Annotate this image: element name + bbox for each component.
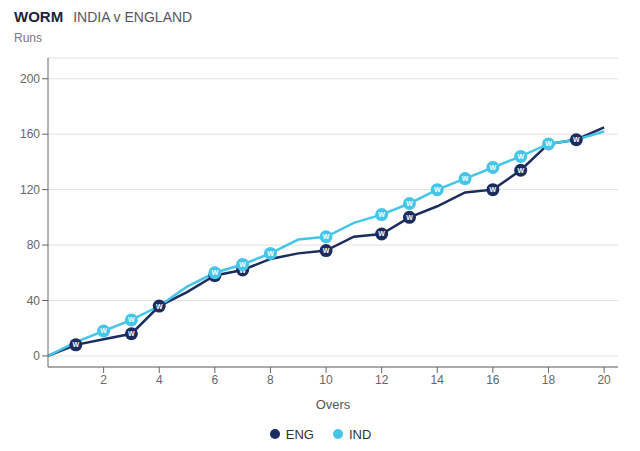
svg-text:20: 20 — [597, 373, 611, 387]
svg-text:16: 16 — [486, 373, 500, 387]
svg-text:W: W — [267, 250, 274, 257]
svg-text:W: W — [462, 175, 469, 182]
svg-text:2: 2 — [100, 373, 107, 387]
svg-text:W: W — [212, 269, 219, 276]
svg-text:80: 80 — [27, 238, 41, 252]
svg-text:6: 6 — [211, 373, 218, 387]
svg-text:12: 12 — [375, 373, 389, 387]
svg-text:W: W — [517, 167, 524, 174]
svg-text:W: W — [490, 164, 497, 171]
svg-text:W: W — [378, 211, 385, 218]
svg-text:W: W — [490, 186, 497, 193]
svg-text:200: 200 — [20, 72, 40, 86]
svg-text:W: W — [156, 303, 163, 310]
svg-text:W: W — [406, 214, 413, 221]
html-text:ENG: ENG — [285, 426, 314, 442]
svg-text:W: W — [239, 261, 246, 268]
html-text:INDIA v ENGLAND: INDIA v ENGLAND — [73, 9, 193, 25]
html-text:Runs: Runs — [14, 31, 42, 45]
svg-text:W: W — [323, 233, 330, 240]
svg-text:W: W — [128, 330, 135, 337]
svg-text:4: 4 — [156, 373, 163, 387]
svg-text:W: W — [100, 327, 107, 334]
svg-text:W: W — [128, 316, 135, 323]
svg-text:18: 18 — [542, 373, 556, 387]
svg-text:W: W — [323, 247, 330, 254]
svg-text:W: W — [573, 136, 580, 143]
svg-text:W: W — [73, 341, 80, 348]
svg-text:W: W — [517, 153, 524, 160]
svg-text:120: 120 — [20, 183, 40, 197]
svg-text:W: W — [378, 230, 385, 237]
html-text:IND: IND — [348, 426, 372, 442]
svg-text:W: W — [406, 200, 413, 207]
svg-text:160: 160 — [20, 127, 40, 141]
html-text:WORM: WORM — [14, 8, 64, 25]
svg-text:0: 0 — [33, 349, 40, 363]
svg-text:W: W — [545, 140, 552, 147]
svg-text:8: 8 — [267, 373, 274, 387]
svg-text:W: W — [434, 186, 441, 193]
svg-text:Overs: Overs — [316, 397, 351, 412]
svg-text:40: 40 — [27, 294, 41, 308]
svg-text:10: 10 — [319, 373, 333, 387]
svg-text:14: 14 — [431, 373, 445, 387]
